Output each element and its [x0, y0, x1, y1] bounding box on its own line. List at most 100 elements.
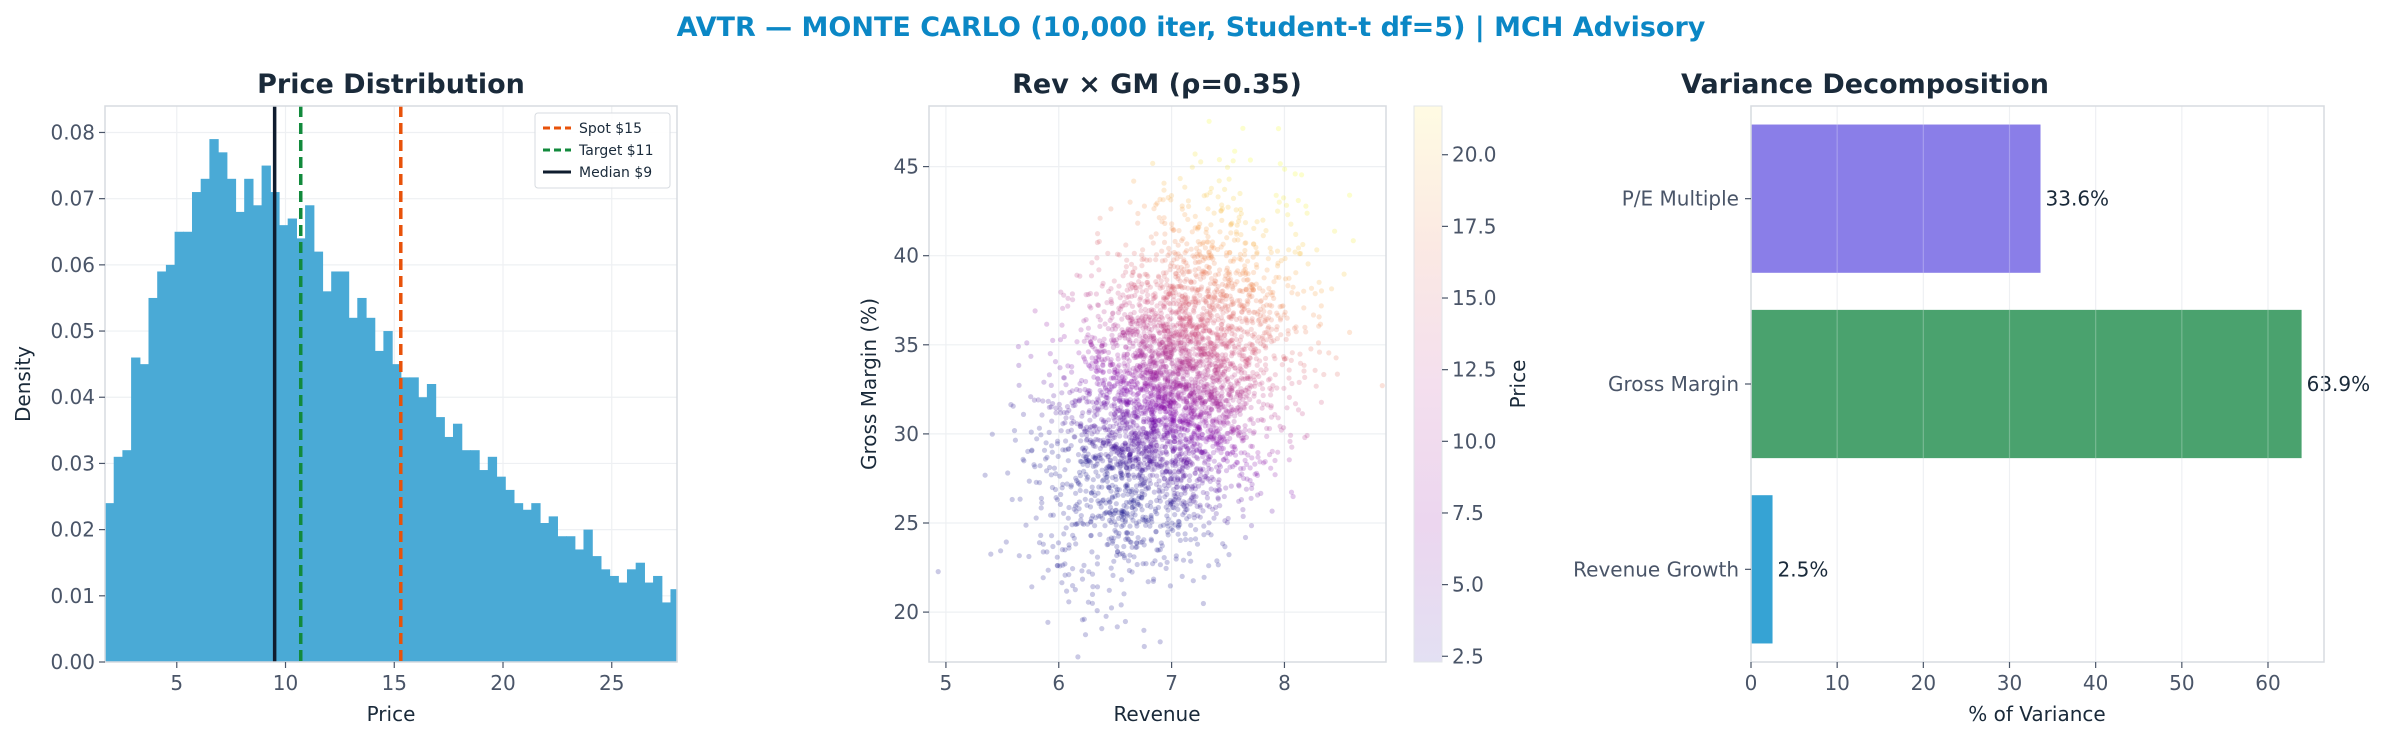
scatter-point	[1169, 225, 1175, 232]
scatter-point	[1222, 293, 1228, 299]
scatter-point	[1164, 417, 1170, 423]
scatter-point	[1094, 400, 1100, 406]
scatter-point	[1178, 264, 1184, 270]
scatter-point	[1171, 399, 1177, 405]
scatter-point	[1125, 446, 1132, 452]
scatter-point	[1055, 438, 1061, 444]
scatter-point	[1158, 278, 1164, 284]
scatter-point	[1161, 239, 1168, 245]
scatter-point	[1215, 326, 1221, 332]
scatter-point	[1250, 287, 1256, 293]
scatter-point	[1188, 420, 1194, 426]
scatter-point	[1144, 389, 1150, 395]
scatter-point	[1212, 345, 1218, 351]
scatter-point	[1116, 487, 1122, 493]
histogram-bar	[635, 562, 645, 662]
scatter-point	[1134, 362, 1140, 369]
scatter-point	[1138, 373, 1144, 379]
scatter-point	[1053, 410, 1059, 416]
scatter-point	[1197, 504, 1203, 510]
scatter-point	[1229, 408, 1235, 414]
scatter-point	[1187, 278, 1193, 284]
scatter-point	[1076, 469, 1083, 475]
variance-bar	[1751, 124, 2041, 273]
scatter-point	[1144, 381, 1150, 387]
scatter-point	[1205, 386, 1211, 393]
scatter-point	[1142, 298, 1148, 305]
scatter-point	[1175, 475, 1181, 481]
scatter-point	[1192, 423, 1198, 429]
scatter-point	[1219, 393, 1225, 399]
histogram-bar	[383, 331, 393, 662]
scatter-point	[1184, 313, 1190, 319]
scatter-point	[1200, 257, 1206, 263]
scatter-point	[1183, 386, 1189, 392]
scatter-point	[1058, 289, 1064, 295]
scatter-point	[1224, 414, 1230, 420]
scatter-point	[1157, 422, 1163, 428]
scatter-point	[1194, 503, 1200, 509]
scatter-point	[1203, 405, 1209, 411]
scatter-point	[1168, 379, 1174, 385]
scatter-point	[1168, 471, 1174, 477]
scatter-point	[1268, 339, 1275, 345]
scatter-point	[1210, 302, 1216, 308]
scatter-point	[1183, 415, 1189, 421]
scatter-point	[1104, 399, 1111, 405]
scatter-point	[1164, 441, 1170, 447]
scatter-point	[1061, 375, 1067, 381]
colorbar-tick-label: 2.5	[1452, 644, 1484, 668]
scatter-point	[1197, 421, 1203, 427]
scatter-point	[1156, 478, 1162, 484]
scatter-point	[1146, 444, 1152, 450]
scatter-point	[1184, 395, 1190, 401]
scatter-point	[1229, 280, 1235, 286]
scatter-point	[1144, 449, 1150, 455]
scatter-point	[1201, 193, 1207, 199]
scatter-point	[1121, 425, 1127, 431]
scatter-point	[1072, 587, 1078, 593]
scatter-point	[1122, 333, 1128, 339]
scatter-point	[1099, 377, 1105, 384]
scatter-point	[1209, 394, 1215, 400]
scatter-point	[1003, 539, 1009, 545]
scatter-point	[1186, 312, 1192, 318]
scatter-point	[1154, 461, 1160, 468]
scatter-point	[1151, 322, 1157, 328]
scatter-point	[1177, 396, 1183, 402]
scatter-point	[1251, 241, 1257, 247]
histogram-bar	[531, 503, 541, 662]
scatter-point	[1213, 370, 1219, 376]
scatter-point	[1220, 413, 1226, 419]
variance-category-label: Revenue Growth	[1573, 557, 1739, 581]
scatter-point	[1157, 300, 1164, 306]
scatter-point	[1148, 499, 1154, 505]
scatter-point	[1226, 392, 1232, 398]
scatter-x-tick-label: 5	[940, 671, 953, 695]
scatter-point	[1064, 481, 1070, 487]
scatter-point	[1099, 283, 1105, 289]
scatter-point	[1152, 317, 1158, 323]
scatter-point	[1083, 471, 1089, 478]
scatter-point	[1198, 271, 1204, 277]
scatter-point	[1216, 358, 1222, 364]
scatter-point	[1225, 392, 1232, 398]
scatter-point	[1116, 446, 1122, 452]
scatter-point	[1123, 464, 1129, 470]
scatter-point	[1139, 281, 1145, 287]
scatter-point	[1218, 315, 1224, 321]
scatter-point	[1249, 316, 1255, 322]
scatter-point	[1167, 403, 1173, 409]
scatter-point	[1233, 336, 1240, 343]
scatter-point	[1219, 293, 1225, 299]
scatter-point	[1070, 532, 1076, 539]
scatter-point	[1235, 431, 1241, 437]
scatter-point	[1184, 460, 1190, 466]
scatter-point	[1152, 369, 1158, 376]
scatter-point	[1161, 336, 1167, 342]
scatter-point	[1192, 441, 1198, 448]
scatter-point	[1095, 473, 1101, 479]
scatter-point	[1038, 532, 1044, 539]
scatter-point	[1197, 502, 1203, 508]
